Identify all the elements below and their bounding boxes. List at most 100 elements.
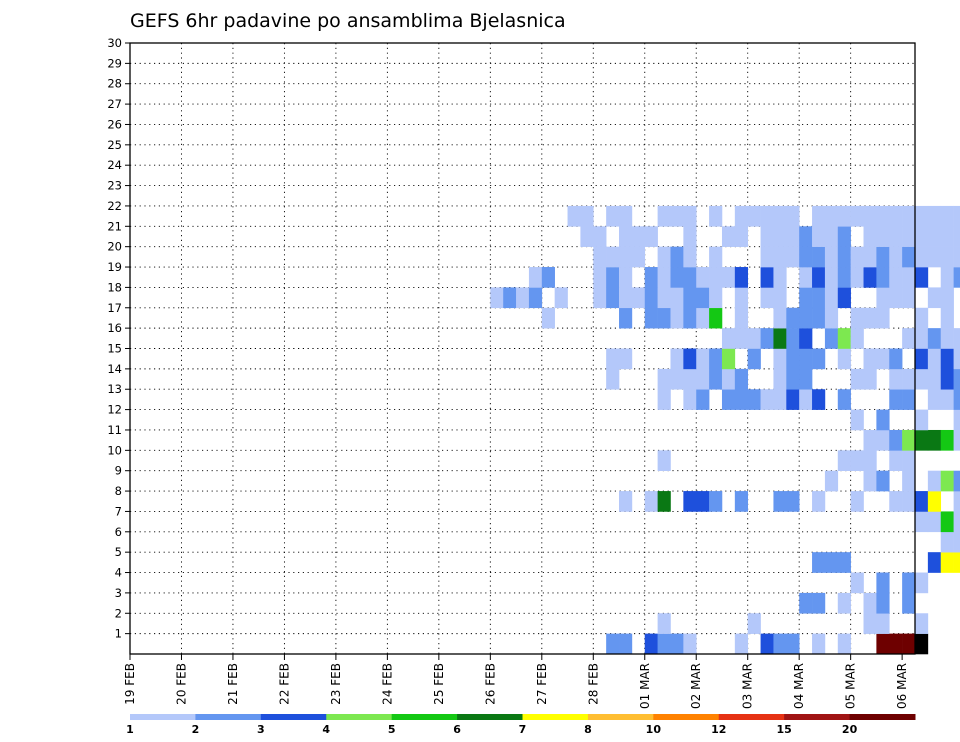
data-cell (644, 307, 658, 329)
data-cell (644, 287, 658, 309)
y-tick-label: 18 (107, 280, 122, 294)
data-cell (721, 368, 736, 390)
data-cell (709, 491, 723, 512)
data-cell (734, 287, 749, 309)
data-cell (889, 491, 903, 512)
x-tick-label: 19 FEB (123, 663, 137, 705)
data-cell (927, 246, 942, 268)
data-cell (734, 267, 749, 288)
data-cell (721, 226, 736, 247)
data-cell (812, 633, 826, 655)
data-cell (528, 287, 543, 309)
data-cell (812, 287, 826, 309)
data-cell (786, 491, 800, 512)
data-cell (747, 389, 761, 410)
data-cell (850, 450, 864, 471)
data-cell (824, 246, 839, 268)
data-cell (876, 429, 890, 451)
data-cell (863, 613, 877, 634)
data-cell (773, 226, 787, 247)
data-cell (721, 389, 736, 410)
data-cell (953, 246, 960, 268)
data-cell (516, 287, 530, 309)
data-cell (940, 307, 954, 329)
data-cell (876, 613, 890, 634)
y-tick-label: 1 (115, 627, 122, 641)
data-cell (850, 205, 864, 227)
data-cell (657, 307, 671, 329)
y-tick-label: 28 (107, 77, 122, 91)
x-tick-label: 06 MAR (895, 663, 909, 709)
data-cell (927, 470, 942, 492)
data-cell (670, 633, 684, 655)
data-cell (657, 613, 671, 634)
data-cell (657, 389, 671, 410)
data-cell (606, 633, 620, 655)
data-cell (915, 246, 929, 268)
data-cell (824, 552, 839, 573)
data-cell (631, 246, 646, 268)
y-tick-label: 24 (107, 158, 122, 172)
data-cell (837, 552, 851, 573)
data-cell (863, 470, 877, 492)
data-cell (696, 348, 710, 370)
data-cell (657, 368, 671, 390)
data-cell (915, 409, 929, 431)
data-cell (837, 450, 851, 471)
data-cell (747, 613, 761, 634)
data-cell (734, 368, 749, 390)
y-tick-label: 26 (107, 117, 122, 131)
y-tick-label: 23 (107, 179, 122, 193)
data-cell (902, 491, 916, 512)
x-tick-label: 04 MAR (792, 663, 806, 709)
y-tick-label: 8 (115, 484, 122, 498)
data-cell (940, 368, 954, 390)
y-tick-label: 4 (115, 566, 122, 580)
data-cell (734, 491, 749, 512)
colorbar-swatch (653, 714, 720, 720)
data-cell (940, 226, 954, 247)
data-cell (799, 592, 813, 614)
data-cell (760, 246, 774, 268)
y-tick-label: 27 (107, 97, 122, 111)
data-cell (824, 287, 839, 309)
data-cell (824, 267, 839, 288)
data-cell (915, 429, 929, 451)
x-tick-label: 03 MAR (741, 663, 755, 709)
data-cell (876, 267, 890, 288)
colorbar-label: 5 (388, 723, 396, 736)
data-cell (940, 348, 954, 370)
data-cell (593, 267, 607, 288)
data-cell (683, 287, 697, 309)
data-cell (721, 267, 736, 288)
data-cell (953, 205, 960, 227)
y-tick-label: 2 (115, 606, 122, 620)
data-cell (940, 389, 954, 410)
data-cell (940, 267, 954, 288)
data-cell (837, 205, 851, 227)
data-cell (889, 205, 903, 227)
colorbar-label: 15 (777, 723, 792, 736)
data-cell (644, 633, 658, 655)
data-cell (683, 389, 697, 410)
data-cell (683, 368, 697, 390)
colorbar-swatch (457, 714, 523, 720)
data-cell (657, 287, 671, 309)
data-cell (528, 267, 543, 288)
data-cell (953, 429, 960, 451)
data-cell (927, 348, 942, 370)
data-cell (670, 287, 684, 309)
data-cell (593, 287, 607, 309)
data-cell (876, 409, 890, 431)
data-cell (760, 205, 774, 227)
x-tick-label: 22 FEB (277, 663, 291, 705)
data-cell (619, 307, 633, 329)
data-cell (953, 552, 960, 573)
x-tick-label: 27 FEB (535, 663, 549, 705)
data-cell (773, 246, 787, 268)
data-cell (837, 389, 851, 410)
y-tick-label: 12 (107, 403, 122, 417)
data-cell (940, 511, 954, 533)
data-cell (850, 572, 864, 594)
